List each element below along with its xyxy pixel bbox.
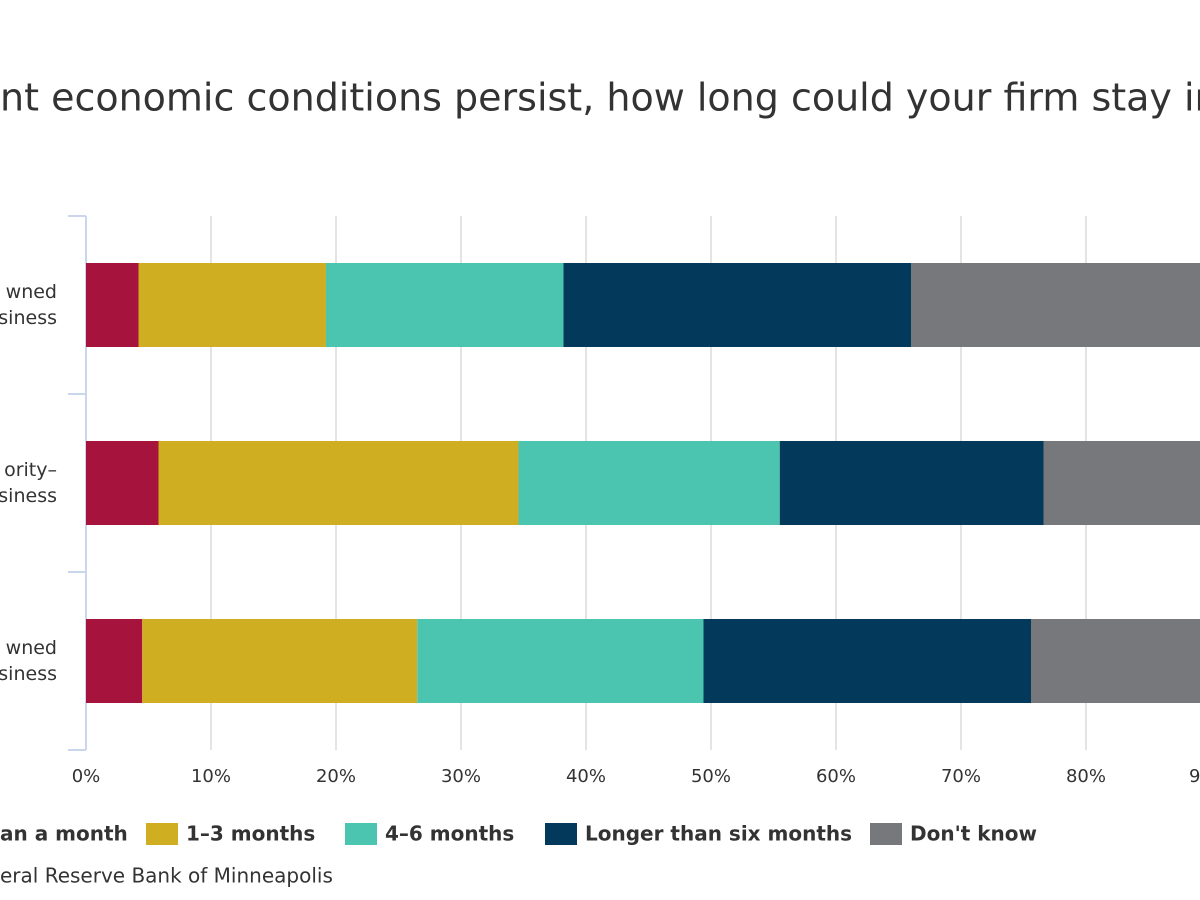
category-label: ority– siness <box>0 459 57 507</box>
x-tick-label: 80% <box>1066 766 1106 787</box>
bar-segment <box>86 619 143 703</box>
legend-swatch <box>870 823 902 845</box>
bar-segment <box>703 619 1031 703</box>
legend-label: 1–3 months <box>186 822 315 846</box>
bar-segment <box>86 263 139 347</box>
bar-segment <box>1043 441 1200 525</box>
x-tick-label: 9 <box>1189 766 1200 787</box>
x-tick-label: 20% <box>316 766 356 787</box>
x-tick-label: 40% <box>566 766 606 787</box>
legend-swatch <box>345 823 377 845</box>
bar-segment <box>138 263 326 347</box>
legend-label: 4–6 months <box>385 822 514 846</box>
chart-title: nt economic conditions persist, how long… <box>0 76 1200 120</box>
bar-segment <box>518 441 780 525</box>
legend-swatch <box>545 823 577 845</box>
bar-segment <box>779 441 1044 525</box>
bar-segment <box>563 263 911 347</box>
x-tick-label: 0% <box>72 766 101 787</box>
legend-label: an a month <box>0 822 128 846</box>
bar-segment <box>86 441 159 525</box>
x-tick-label: 70% <box>941 766 981 787</box>
x-tick-label: 60% <box>816 766 856 787</box>
category-label: wned siness <box>0 281 57 329</box>
source: eral Reserve Bank of Minneapolis <box>0 864 333 888</box>
x-tick-label: 10% <box>191 766 231 787</box>
bar-segment <box>158 441 519 525</box>
legend-label: Don't know <box>910 822 1037 846</box>
bar-segment <box>142 619 418 703</box>
x-tick-label: 30% <box>441 766 481 787</box>
bar-segment <box>1031 619 1200 703</box>
x-tick-label: 50% <box>691 766 731 787</box>
bar-segment <box>326 263 564 347</box>
category-label: wned siness <box>0 637 57 685</box>
bar-segment <box>417 619 704 703</box>
bar-segment <box>911 263 1200 347</box>
legend-swatch <box>146 823 178 845</box>
legend-label: Longer than six months <box>585 822 852 846</box>
